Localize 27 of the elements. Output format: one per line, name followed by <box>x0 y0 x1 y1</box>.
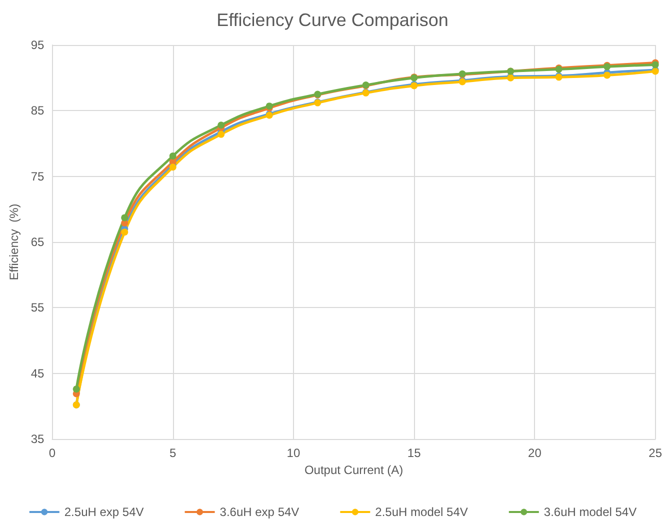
chart-title: Efficiency Curve Comparison <box>216 10 448 30</box>
legend-label: 3.6uH exp 54V <box>220 505 300 519</box>
y-tick-label: 45 <box>30 366 45 380</box>
x-tick-label: 20 <box>528 446 542 460</box>
point <box>604 72 611 79</box>
y-tick-label: 55 <box>30 300 45 315</box>
y-tick-label: 85 <box>30 104 45 118</box>
point <box>121 228 128 236</box>
legend-label: 2.5uH exp 54V <box>64 505 144 519</box>
x-tick-label: 5 <box>170 446 177 460</box>
y-tick-label: 75 <box>30 169 45 184</box>
x-tick-label: 15 <box>407 446 422 460</box>
y-tick-label: 65 <box>30 235 45 249</box>
x-tick-label: 25 <box>648 446 662 460</box>
x-axis-title: Output Current (A) <box>304 462 404 477</box>
y-tick-label: 35 <box>30 432 45 446</box>
point <box>218 130 225 138</box>
y-tick-label: 95 <box>30 38 45 52</box>
point <box>72 386 80 393</box>
point <box>169 152 176 160</box>
point <box>218 122 225 129</box>
legend-label: 3.6uH model 54V <box>544 505 637 519</box>
point <box>121 214 128 222</box>
x-tick-label: 10 <box>286 446 300 460</box>
y-axis-title: Efficiency (%) <box>7 204 21 280</box>
x-tick-label: 0 <box>48 446 56 460</box>
legend-label: 2.5uH model 54V <box>375 505 468 519</box>
